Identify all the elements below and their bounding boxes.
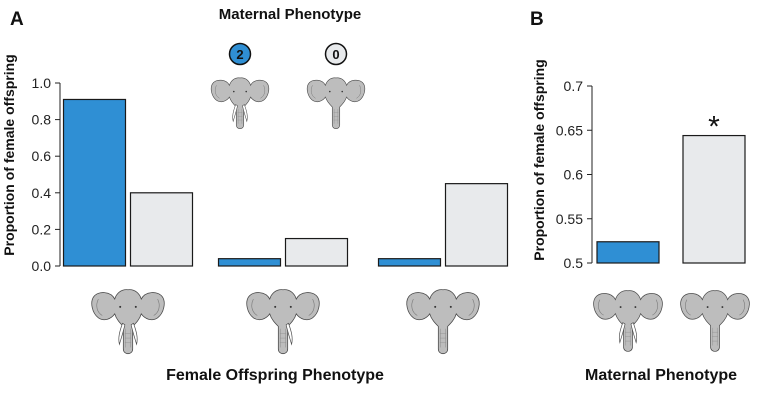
y-tick-label: 0.6 — [564, 167, 584, 183]
y-tick-label: 0.4 — [32, 185, 52, 201]
elephant-tuskless-icon — [406, 289, 480, 355]
legend-badge-blue — [228, 42, 252, 66]
elephant-tuskless-mother-icon — [680, 290, 750, 352]
y-tick-label: 0.65 — [556, 122, 583, 138]
maternal-legend: 2 0 — [210, 42, 366, 130]
bar-two-tusk-mother-1 — [62, 98, 127, 267]
legend-badge-label-2: 2 — [236, 47, 243, 62]
y-tick-label: 0.6 — [32, 148, 52, 164]
panel-b-y-axis-label: Proportion of female offspring — [531, 59, 547, 260]
panel-b-category-icons — [593, 290, 750, 352]
panel-a-bars — [62, 98, 509, 267]
y-tick-label: 0.55 — [556, 211, 583, 227]
elephant-tusked-mother-icon — [593, 290, 663, 352]
bar-tuskless-mother-1 — [129, 192, 194, 267]
bar-tuskless-mother-3 — [444, 183, 509, 267]
y-tick-label: 0.7 — [564, 78, 584, 94]
elephant-two-tusks-icon — [210, 77, 270, 130]
panel-a-y-ticks: 0.0 0.2 0.4 0.6 0.8 1.0 — [32, 75, 60, 274]
legend-item-two-tusks: 2 — [210, 42, 270, 130]
bar-two-tusk-mother-3 — [377, 258, 442, 267]
panel-b-y-ticks: 0.5 0.55 0.6 0.65 0.7 — [556, 78, 592, 271]
panel-a-category-icons — [91, 289, 480, 355]
panel-b-letter: B — [530, 9, 544, 30]
panel-a-title: Maternal Phenotype — [219, 6, 362, 23]
y-tick-label: 1.0 — [32, 75, 52, 91]
bar-tusked-mother — [596, 241, 660, 264]
legend-badge-gray — [324, 42, 348, 66]
panel-b: B Proportion of female offspring 0.5 0.55… — [530, 9, 750, 384]
panel-b-x-axis-label: Maternal Phenotype — [585, 367, 737, 384]
y-tick-label: 0.8 — [32, 112, 52, 128]
y-tick-label: 0.5 — [564, 255, 584, 271]
legend-item-tuskless: 0 — [306, 42, 366, 130]
bar-tuskless-mother-2 — [284, 237, 349, 267]
elephant-tuskless-icon — [306, 77, 366, 130]
elephant-one-tusk-icon — [246, 289, 320, 355]
panel-a-letter: A — [10, 9, 24, 30]
significance-asterisk: * — [708, 111, 720, 144]
legend-badge-label-0: 0 — [332, 47, 339, 62]
panel-a-y-axis-label: Proportion of female offspring — [1, 54, 17, 255]
panel-a-x-axis-label: Female Offspring Phenotype — [166, 367, 384, 384]
elephant-two-tusks-icon — [91, 289, 165, 355]
panel-a: A Maternal Phenotype 2 0 Proportion of f… — [1, 6, 509, 384]
panel-b-bars: * — [596, 111, 746, 264]
y-tick-label: 0.0 — [32, 258, 52, 274]
y-tick-label: 0.2 — [32, 221, 52, 237]
bar-two-tusk-mother-2 — [217, 258, 282, 267]
bar-tuskless-mother — [682, 134, 746, 264]
